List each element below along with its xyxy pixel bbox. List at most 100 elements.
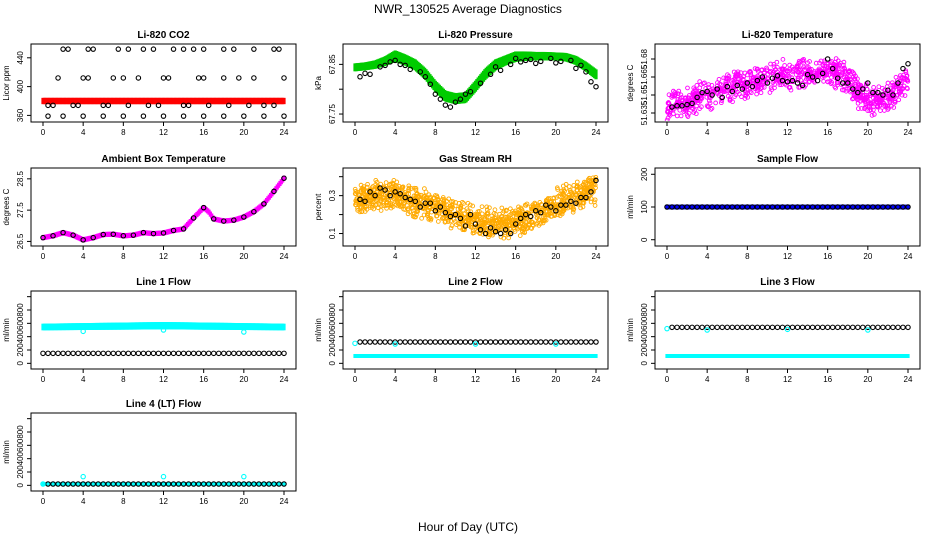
data-point [689, 103, 694, 109]
data-point [804, 71, 811, 78]
data-point [100, 113, 107, 119]
data-point [865, 324, 871, 331]
y-axis-label: ml/min [2, 440, 11, 464]
data-point [867, 100, 873, 106]
panel-sample: Sample Flow ml/min 0 4 8 12 16 20 24 0 100 200 [626, 154, 921, 261]
data-point [589, 183, 595, 189]
data-point [60, 350, 66, 357]
data-point [140, 46, 147, 52]
y-tick-label: 0 [640, 237, 649, 242]
data-point [125, 102, 132, 109]
data-point [774, 59, 780, 65]
data-point [135, 481, 142, 487]
data-point [205, 102, 212, 109]
x-tick-label: 12 [783, 252, 792, 261]
data-point [805, 60, 810, 66]
data-point [90, 350, 96, 357]
data-point [593, 177, 599, 184]
data-point [768, 61, 773, 67]
data-point [387, 339, 393, 345]
data-point [819, 204, 826, 210]
data-point [748, 79, 753, 85]
data-point [80, 350, 86, 357]
series-continuous [41, 97, 286, 105]
data-point [780, 57, 786, 62]
panel-title: Line 3 Flow [760, 277, 815, 288]
data-point [160, 230, 167, 236]
data-point [882, 108, 887, 113]
data-point [724, 81, 730, 87]
data-point [522, 211, 529, 218]
y-tick-label: 600 [640, 316, 649, 330]
data-point [553, 339, 559, 345]
x-tick-label: 16 [823, 252, 832, 261]
x-tick-label: 20 [551, 128, 560, 137]
data-point [787, 62, 792, 68]
data-point [855, 89, 861, 96]
data-point [554, 195, 559, 200]
series-hourly [357, 177, 599, 237]
x-tick-label: 12 [159, 497, 168, 506]
data-point [779, 324, 786, 331]
data-point [467, 88, 474, 95]
data-point [862, 96, 868, 102]
data-point [689, 204, 695, 210]
data-point [519, 215, 525, 220]
y-tick-label: 400 [16, 79, 25, 93]
data-point [588, 189, 594, 195]
data-point [407, 209, 413, 215]
data-point [40, 481, 46, 487]
data-point [389, 201, 395, 207]
data-point [538, 209, 544, 216]
x-tick-label: 24 [904, 375, 913, 384]
data-point [200, 46, 207, 52]
data-mark [282, 482, 286, 486]
data-point [871, 85, 876, 90]
data-point [80, 75, 86, 81]
x-tick-label: 8 [433, 128, 438, 137]
data-point [875, 89, 881, 96]
data-point [65, 481, 71, 487]
data-point [442, 219, 448, 225]
data-point [759, 204, 766, 210]
data-point [816, 73, 822, 79]
data-point [60, 229, 66, 236]
data-point [880, 92, 886, 98]
data-point [898, 83, 903, 89]
data-point [558, 202, 564, 208]
series-cyan-hourly [352, 340, 559, 347]
data-point [90, 46, 96, 52]
data-point [744, 204, 751, 210]
y-tick-label: 800 [16, 303, 25, 317]
data-point [460, 220, 466, 226]
data-point [432, 339, 439, 345]
x-tick-label: 8 [121, 128, 126, 137]
y-tick-label: 440 [16, 51, 25, 65]
data-point [437, 204, 444, 210]
data-point [516, 204, 521, 210]
data-point [241, 214, 247, 220]
x-tick-label: 0 [665, 375, 670, 384]
data-point [446, 196, 452, 202]
data-point [749, 83, 756, 90]
data-point [502, 226, 509, 233]
y-tick-label: 67.75 [328, 103, 337, 124]
data-point [527, 56, 534, 63]
data-point [773, 67, 778, 73]
data-point [200, 350, 207, 357]
data-point [798, 73, 804, 78]
data-point [261, 350, 267, 357]
panel-ambient: Ambient Box Temperature degrees C 0 4 8 12 16 2… [2, 154, 297, 261]
data-point [570, 192, 576, 198]
data-point [892, 100, 898, 105]
data-point [679, 103, 685, 109]
data-point [467, 202, 473, 208]
series-hourly-high [60, 46, 282, 52]
data-point [185, 102, 192, 109]
data-point [865, 327, 871, 333]
data-point [426, 216, 432, 222]
data-point [704, 204, 710, 210]
data-point [784, 73, 790, 79]
data-point [261, 102, 267, 109]
data-point [566, 195, 571, 201]
